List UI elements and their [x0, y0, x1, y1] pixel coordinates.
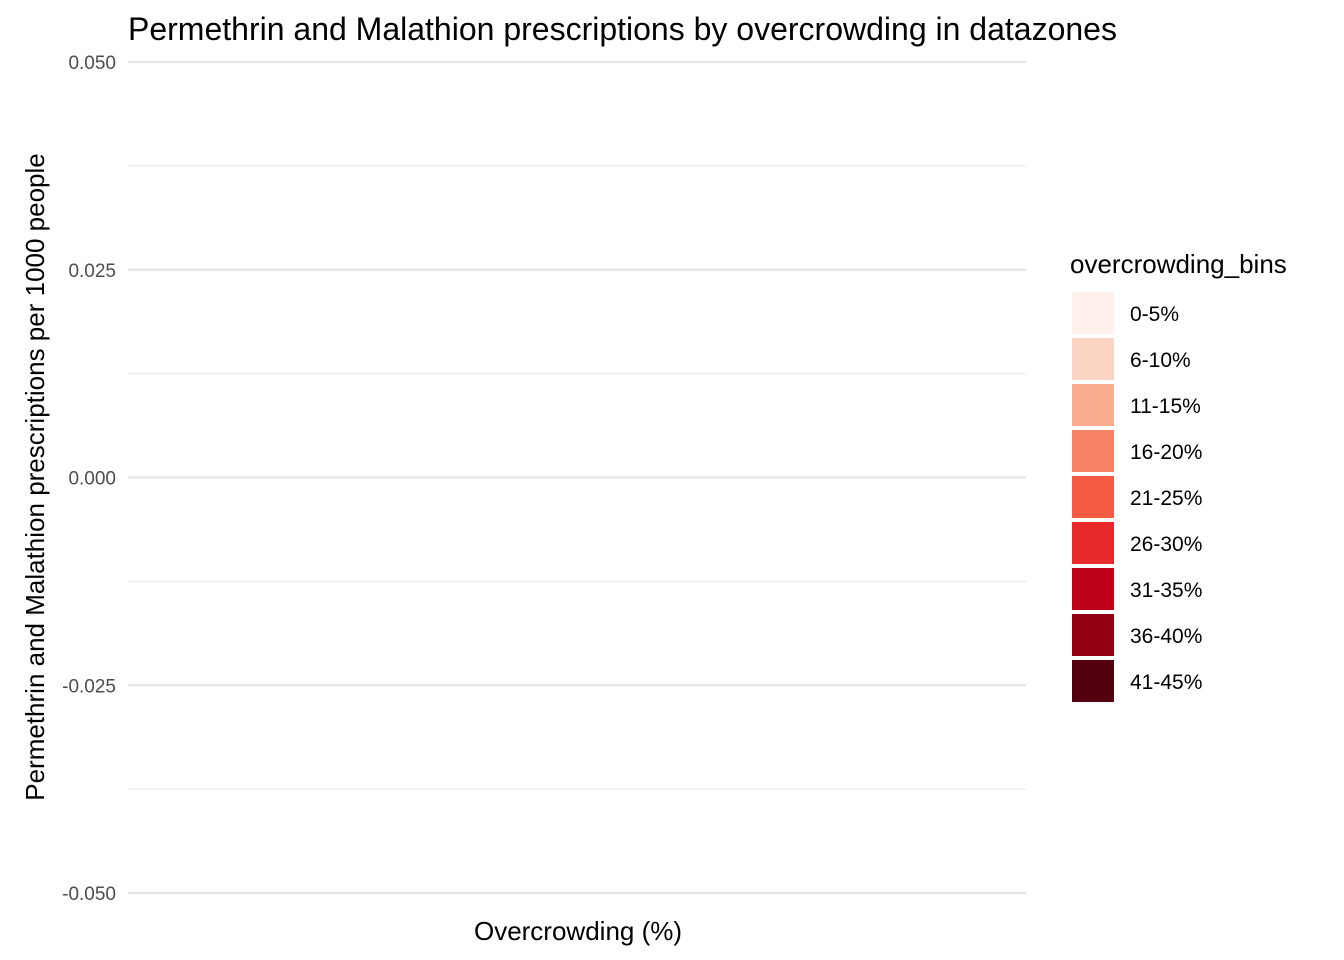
legend: overcrowding_bins 0-5% 6-10% 11-15% 16-20% 2… [1070, 249, 1287, 702]
y-tick-labels: 0.050 0.025 0.000 -0.025 -0.050 [62, 53, 116, 905]
legend-key [1072, 614, 1114, 656]
legend-key [1072, 384, 1114, 426]
legend-label: 31-35% [1130, 579, 1202, 602]
grid [128, 60, 1026, 895]
x-axis-title: Overcrowding (%) [474, 916, 682, 946]
legend-label: 21-25% [1130, 487, 1202, 510]
y-axis-title: Permethrin and Malathion prescriptions p… [20, 153, 50, 801]
legend-key [1072, 660, 1114, 702]
legend-label: 16-20% [1130, 441, 1202, 464]
legend-key [1072, 522, 1114, 564]
legend-key [1072, 338, 1114, 380]
legend-label: 41-45% [1130, 671, 1202, 694]
legend-label: 11-15% [1130, 395, 1201, 418]
legend-label: 6-10% [1130, 349, 1191, 372]
legend-label: 36-40% [1130, 625, 1202, 648]
y-tick-label: -0.025 [62, 676, 116, 697]
chart-title: Permethrin and Malathion prescriptions b… [128, 11, 1117, 47]
legend-key [1072, 476, 1114, 518]
y-tick-label: 0.050 [68, 53, 116, 74]
y-tick-label: -0.050 [62, 884, 116, 905]
y-tick-label: 0.000 [68, 469, 116, 490]
legend-key [1072, 430, 1114, 472]
legend-items: 0-5% 6-10% 11-15% 16-20% 21-25% 26-30% 31-35% 3… [1072, 292, 1202, 702]
legend-title: overcrowding_bins [1070, 249, 1287, 279]
legend-key [1072, 292, 1114, 334]
y-tick-label: 0.025 [68, 261, 116, 282]
legend-label: 0-5% [1130, 303, 1179, 326]
legend-label: 26-30% [1130, 533, 1202, 556]
legend-key [1072, 568, 1114, 610]
